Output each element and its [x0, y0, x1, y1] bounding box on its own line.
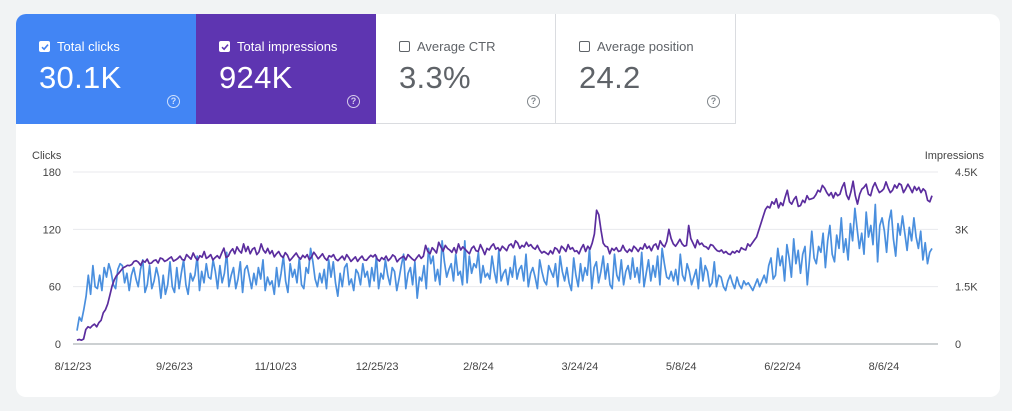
tile-value: 924K	[219, 60, 293, 95]
x-tick-label: 6/22/24	[764, 361, 801, 373]
x-tick-label: 3/24/24	[561, 361, 598, 373]
grid	[73, 171, 938, 345]
help-icon[interactable]: ?	[347, 95, 360, 108]
x-tick-label: 8/12/23	[55, 361, 92, 373]
performance-chart: Clicks Impressions 180 4.5K 120 3K 60 1.5K 0 0 8…	[32, 150, 985, 373]
checkbox-checked-icon[interactable]	[219, 41, 230, 52]
clicks-series-line	[76, 203, 933, 331]
x-tick-label: 2/8/24	[463, 361, 494, 373]
left-tick-label: 120	[43, 224, 61, 236]
left-axis-title: Clicks	[32, 150, 62, 162]
tile-label: Total impressions	[237, 39, 338, 54]
right-tick-label: 3K	[955, 224, 969, 236]
tile-value: 3.3%	[399, 60, 471, 95]
checkbox-checked-icon[interactable]	[39, 41, 50, 52]
right-tick-label: 0	[955, 339, 961, 351]
tile-average-position[interactable]: Average position 24.2 ?	[556, 14, 736, 124]
left-tick-label: 60	[49, 282, 61, 294]
axis-ticks: 180 4.5K 120 3K 60 1.5K 0 0 8/12/23 9/26/23 11/10/…	[43, 167, 979, 373]
right-axis-title: Impressions	[925, 150, 985, 162]
tile-label: Average CTR	[417, 39, 496, 54]
help-icon[interactable]: ?	[167, 95, 180, 108]
impressions-series-line	[76, 180, 933, 342]
right-tick-label: 1.5K	[955, 282, 978, 294]
help-icon[interactable]: ?	[527, 95, 540, 108]
x-tick-label: 9/26/23	[156, 361, 193, 373]
left-tick-label: 0	[55, 339, 61, 351]
x-tick-label: 11/10/23	[255, 361, 297, 373]
right-tick-label: 4.5K	[955, 167, 978, 179]
help-icon[interactable]: ?	[707, 95, 720, 108]
tile-total-clicks[interactable]: Total clicks 30.1K ?	[16, 14, 196, 124]
tile-label: Total clicks	[57, 39, 120, 54]
tile-value: 24.2	[579, 60, 641, 95]
checkbox-unchecked-icon[interactable]	[579, 41, 590, 52]
series-lines	[76, 180, 933, 342]
tile-label: Average position	[597, 39, 694, 54]
x-tick-label: 8/6/24	[869, 361, 900, 373]
checkbox-unchecked-icon[interactable]	[399, 41, 410, 52]
x-tick-label: 5/8/24	[666, 361, 697, 373]
tile-value: 30.1K	[39, 60, 122, 95]
performance-card: Total clicks 30.1K ? Total impressions 9…	[16, 14, 1000, 397]
left-tick-label: 180	[43, 167, 61, 179]
metric-tiles: Total clicks 30.1K ? Total impressions 9…	[16, 14, 736, 124]
tile-average-ctr[interactable]: Average CTR 3.3% ?	[376, 14, 556, 124]
tile-total-impressions[interactable]: Total impressions 924K ?	[196, 14, 376, 124]
x-tick-label: 12/25/23	[356, 361, 399, 373]
